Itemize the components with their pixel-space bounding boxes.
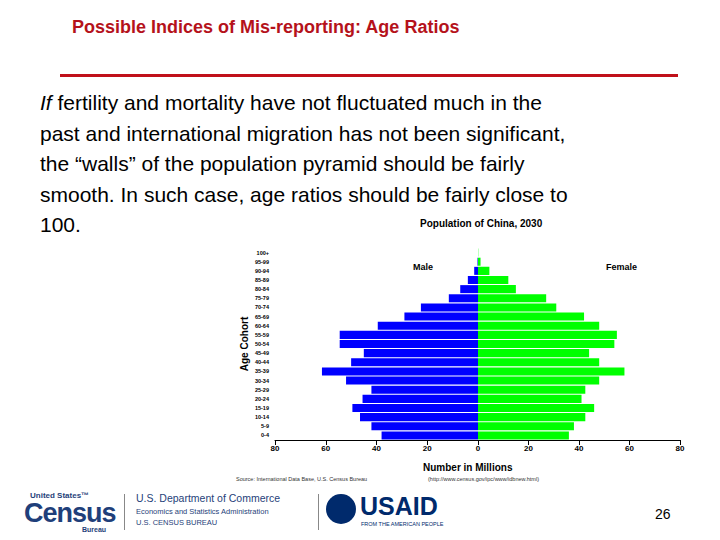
- svg-text:Age Cohort: Age Cohort: [239, 316, 250, 371]
- svg-text:5-9: 5-9: [261, 423, 269, 429]
- html-text:U.S. CENSUS BUREAU: U.S. CENSUS BUREAU: [136, 518, 218, 527]
- svg-text:Number in Millions: Number in Millions: [423, 462, 513, 473]
- svg-text:40-44: 40-44: [255, 359, 270, 365]
- svg-text:70-74: 70-74: [255, 304, 270, 310]
- svg-text:100+: 100+: [257, 250, 269, 256]
- svg-text:20: 20: [423, 444, 432, 453]
- svg-text:0: 0: [476, 444, 481, 453]
- html-text:the “walls” of the population: the “walls” of the population pyramid sh…: [40, 152, 525, 175]
- svg-text:Population of China, 2030: Population of China, 2030: [420, 218, 543, 229]
- html-text:Economics and Statistics Admin: Economics and Statistics Administration: [136, 507, 269, 516]
- svg-text:65-69: 65-69: [255, 314, 269, 320]
- svg-text:85-89: 85-89: [255, 277, 269, 283]
- svg-text:35-39: 35-39: [255, 368, 269, 374]
- svg-text:90-94: 90-94: [255, 268, 270, 274]
- svg-text:40: 40: [575, 444, 584, 453]
- html-text:Bureau: Bureau: [82, 526, 107, 533]
- svg-text:0-4: 0-4: [261, 432, 270, 438]
- html-text:26: 26: [655, 506, 671, 522]
- svg-text:95-99: 95-99: [255, 259, 269, 265]
- html-text:(http://www.census.gov/ipc/www: (http://www.census.gov/ipc/www/idbnew.ht…: [428, 476, 539, 482]
- svg-text:80: 80: [676, 444, 685, 453]
- svg-text:80-84: 80-84: [255, 286, 270, 292]
- svg-text:20: 20: [524, 444, 533, 453]
- html-text:USAID: USAID: [360, 492, 438, 520]
- svg-text:80: 80: [271, 444, 280, 453]
- html-text:smooth. In such case, age rati: smooth. In such case, age ratios should …: [40, 182, 568, 206]
- svg-text:30-34: 30-34: [255, 378, 270, 384]
- svg-text:10-14: 10-14: [255, 414, 270, 420]
- svg-text:20-24: 20-24: [255, 396, 270, 402]
- svg-text:75-79: 75-79: [255, 295, 269, 301]
- svg-text:Male: Male: [413, 262, 433, 272]
- html-text:If fertility and mortality hav: If fertility and mortality have not fluc…: [40, 91, 542, 114]
- html-text:Census: Census: [24, 498, 116, 528]
- html-text:U.S. Department of Commerce: U.S. Department of Commerce: [136, 492, 281, 504]
- svg-text:60-64: 60-64: [255, 323, 270, 329]
- svg-text:50-54: 50-54: [255, 341, 270, 347]
- svg-text:Female: Female: [606, 262, 637, 272]
- html-text:Source: International Data Bas: Source: International Data Base, U.S. Ce…: [236, 476, 368, 482]
- html-text:past and international migrati: past and international migration has not…: [40, 121, 566, 145]
- svg-text:25-29: 25-29: [255, 387, 269, 393]
- svg-text:60: 60: [625, 444, 634, 453]
- html-text:FROM THE AMERICAN PEOPLE: FROM THE AMERICAN PEOPLE: [361, 521, 444, 527]
- svg-text:45-49: 45-49: [255, 350, 269, 356]
- html-text:Possible Indices of Mis-report: Possible Indices of Mis-reporting: Age R…: [72, 17, 460, 37]
- html-text:United States™: United States™: [30, 491, 90, 500]
- svg-text:40: 40: [372, 444, 381, 453]
- svg-text:55-59: 55-59: [255, 332, 269, 338]
- html-text:100.: 100.: [40, 213, 81, 236]
- svg-text:60: 60: [321, 444, 330, 453]
- svg-text:15-19: 15-19: [255, 405, 269, 411]
